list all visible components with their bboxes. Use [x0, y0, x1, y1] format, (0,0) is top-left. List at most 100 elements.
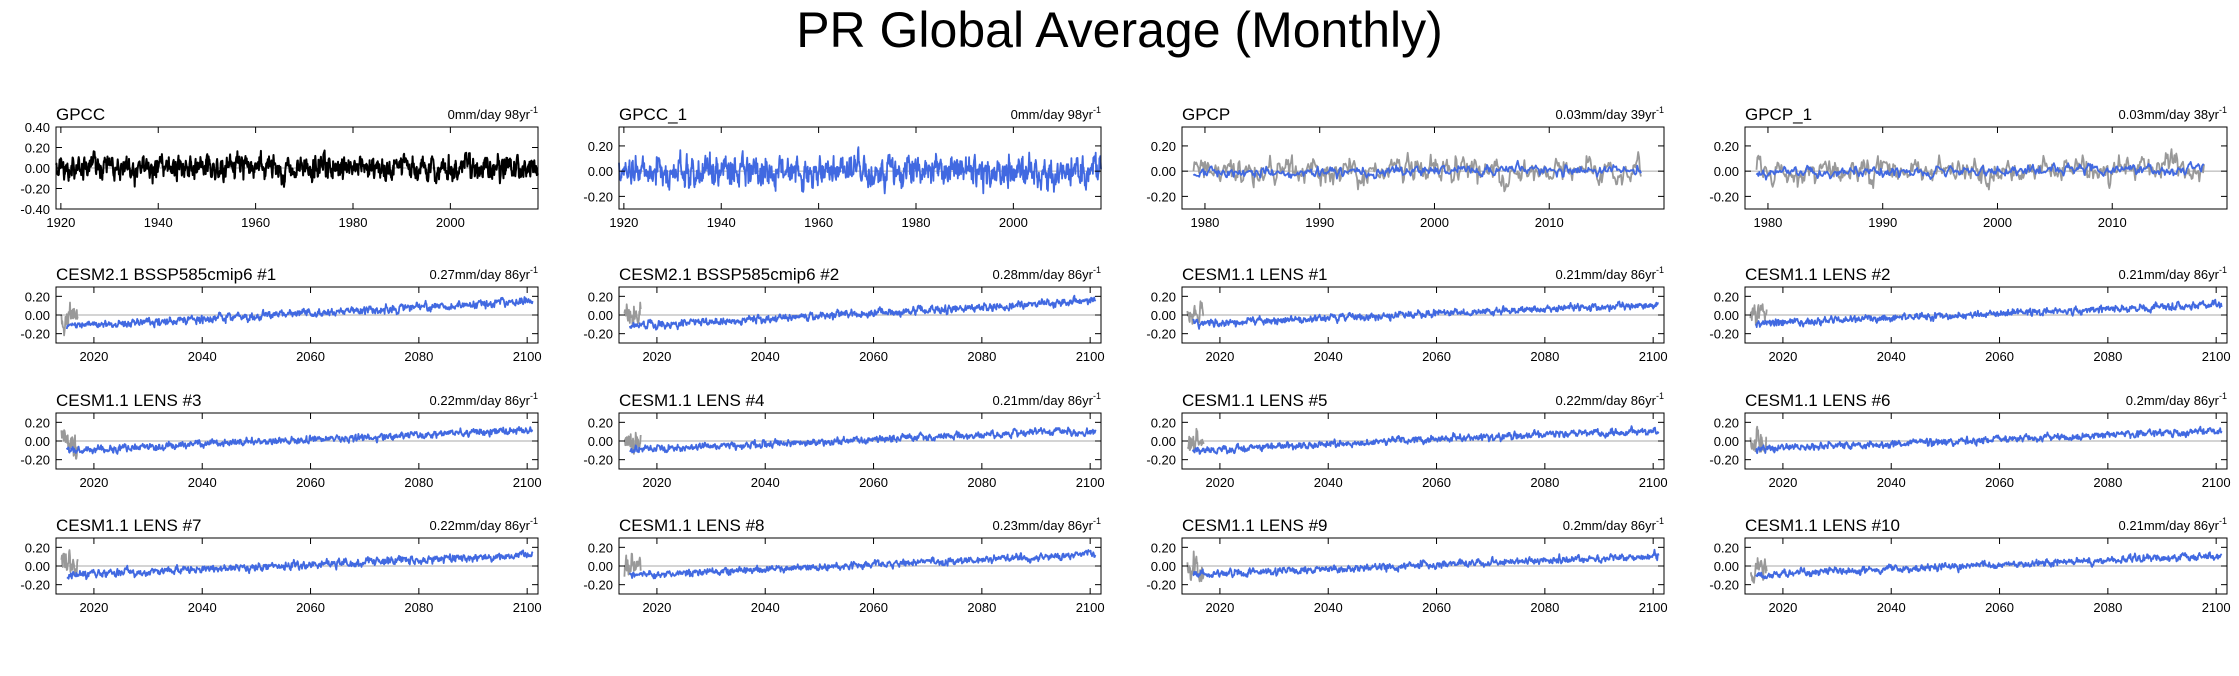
x-tick-label: 2020 [1205, 600, 1234, 615]
series-line [55, 149, 539, 188]
panel-15: CESM1.1 LENS #9 0.2mm/day 86yr-1 0.20 0.00 -… [1146, 516, 1668, 615]
panel-10: CESM1.1 LENS #4 0.21mm/day 86yr-1 0.20 0.00… [583, 391, 1104, 490]
x-tick-label: 2080 [1530, 600, 1559, 615]
x-tick-label: 2060 [1422, 475, 1451, 490]
x-tick-label: 2020 [642, 349, 671, 364]
chart-title: PR Global Average (Monthly) [796, 2, 1443, 58]
panel-title: CESM2.1 BSSP585cmip6 #1 [56, 265, 276, 284]
series-line [1749, 303, 1768, 326]
series-line [65, 296, 534, 330]
x-tick-label: 2100 [1639, 600, 1668, 615]
y-tick-label: -0.20 [1146, 327, 1176, 342]
x-tick-label: 1920 [609, 215, 638, 230]
trend-label: 0.03mm/day 39yr-1 [1556, 105, 1664, 122]
y-tick-label: 0.20 [1714, 289, 1739, 304]
x-tick-label: 2080 [2093, 600, 2122, 615]
trend-label: 0.2mm/day 86yr-1 [1563, 516, 1664, 533]
x-tick-label: 2040 [188, 600, 217, 615]
y-tick-label: 0.00 [1151, 308, 1176, 323]
x-tick-label: 2080 [2093, 475, 2122, 490]
x-tick-label: 2080 [404, 349, 433, 364]
y-tick-label: 0.20 [588, 415, 613, 430]
panel-2: GPCC_1 0mm/day 98yr-1 0.20 0.00 -0.20 1920 194… [583, 105, 1102, 230]
y-tick-label: -0.20 [1709, 453, 1739, 468]
y-tick-label: -0.20 [1146, 578, 1176, 593]
y-tick-label: -0.20 [583, 327, 613, 342]
panel-title: CESM1.1 LENS #4 [619, 391, 765, 410]
x-tick-label: 2000 [436, 215, 465, 230]
x-tick-label: 1940 [144, 215, 173, 230]
y-tick-label: -0.20 [20, 182, 50, 197]
trend-label: 0.22mm/day 86yr-1 [430, 516, 538, 533]
x-tick-label: 2100 [1639, 475, 1668, 490]
x-tick-label: 2060 [1985, 349, 2014, 364]
panel-title: CESM1.1 LENS #1 [1182, 265, 1328, 284]
panel-3: GPCP 0.03mm/day 39yr-1 0.20 0.00 -0.20 1980 19… [1146, 105, 1665, 230]
panel-11: CESM1.1 LENS #5 0.22mm/day 86yr-1 0.20 0.00… [1146, 391, 1668, 490]
x-tick-label: 2080 [967, 600, 996, 615]
trend-label: 0.28mm/day 86yr-1 [993, 265, 1101, 282]
y-tick-label: 0.20 [1714, 139, 1739, 154]
trend-label: 0mm/day 98yr-1 [1011, 105, 1101, 122]
y-tick-label: -0.20 [20, 578, 50, 593]
panel-9: CESM1.1 LENS #3 0.22mm/day 86yr-1 0.20 0.00… [20, 391, 541, 490]
panel-14: CESM1.1 LENS #8 0.23mm/day 86yr-1 0.20 0.00… [583, 516, 1105, 615]
series-line [60, 301, 79, 337]
y-tick-label: 0.00 [25, 161, 50, 176]
x-tick-label: 2000 [1420, 215, 1449, 230]
x-tick-label: 2060 [296, 475, 325, 490]
x-tick-label: 2100 [1639, 349, 1668, 364]
trend-label: 0.03mm/day 38yr-1 [2119, 105, 2227, 122]
x-tick-label: 2080 [404, 475, 433, 490]
x-tick-label: 1990 [1868, 215, 1897, 230]
trend-label: 0.23mm/day 86yr-1 [993, 516, 1101, 533]
x-tick-label: 2100 [513, 600, 542, 615]
panel-title: CESM1.1 LENS #10 [1745, 516, 1900, 535]
y-tick-label: 0.00 [25, 434, 50, 449]
x-tick-label: 1980 [1753, 215, 1782, 230]
series-line [60, 549, 79, 576]
x-tick-label: 2060 [1985, 475, 2014, 490]
series-line [1755, 551, 2223, 580]
y-tick-label: 0.00 [1714, 164, 1739, 179]
panel-title: CESM1.1 LENS #6 [1745, 391, 1891, 410]
panel-title: CESM1.1 LENS #3 [56, 391, 202, 410]
y-tick-label: 0.00 [25, 308, 50, 323]
y-tick-label: 0.20 [25, 289, 50, 304]
panel-title: GPCP_1 [1745, 105, 1812, 124]
series-line [1192, 548, 1660, 579]
series-line [1186, 300, 1205, 325]
x-tick-label: 1940 [707, 215, 736, 230]
y-tick-label: 0.20 [1151, 415, 1176, 430]
panel-title: GPCP [1182, 105, 1230, 124]
series-line [1192, 151, 1642, 193]
y-tick-label: -0.20 [1146, 189, 1176, 204]
x-tick-label: 2100 [1076, 600, 1105, 615]
panel-title: GPCC [56, 105, 105, 124]
series-line [629, 426, 1097, 454]
x-tick-label: 2020 [1768, 349, 1797, 364]
series-line [1191, 425, 1660, 455]
x-tick-label: 2100 [513, 349, 542, 364]
series-line [1755, 298, 2223, 328]
y-tick-label: 0.00 [588, 164, 613, 179]
series-line [66, 549, 534, 581]
x-tick-label: 2040 [1314, 349, 1343, 364]
x-tick-label: 2080 [967, 475, 996, 490]
x-tick-label: 2100 [1076, 349, 1105, 364]
y-tick-label: 0.20 [25, 141, 50, 156]
x-tick-label: 2020 [1205, 349, 1234, 364]
x-tick-label: 2020 [1768, 600, 1797, 615]
y-tick-label: 0.20 [588, 139, 613, 154]
series-line [618, 146, 1102, 195]
y-tick-label: -0.20 [583, 453, 613, 468]
y-tick-label: -0.20 [1146, 453, 1176, 468]
y-tick-label: 0.20 [1151, 540, 1176, 555]
series-line [65, 426, 534, 455]
x-tick-label: 2060 [1985, 600, 2014, 615]
trend-label: 0.21mm/day 86yr-1 [993, 391, 1101, 408]
x-tick-label: 2080 [2093, 349, 2122, 364]
trend-label: 0mm/day 98yr-1 [448, 105, 538, 122]
series-line [623, 552, 642, 577]
series-line [1755, 425, 2223, 455]
